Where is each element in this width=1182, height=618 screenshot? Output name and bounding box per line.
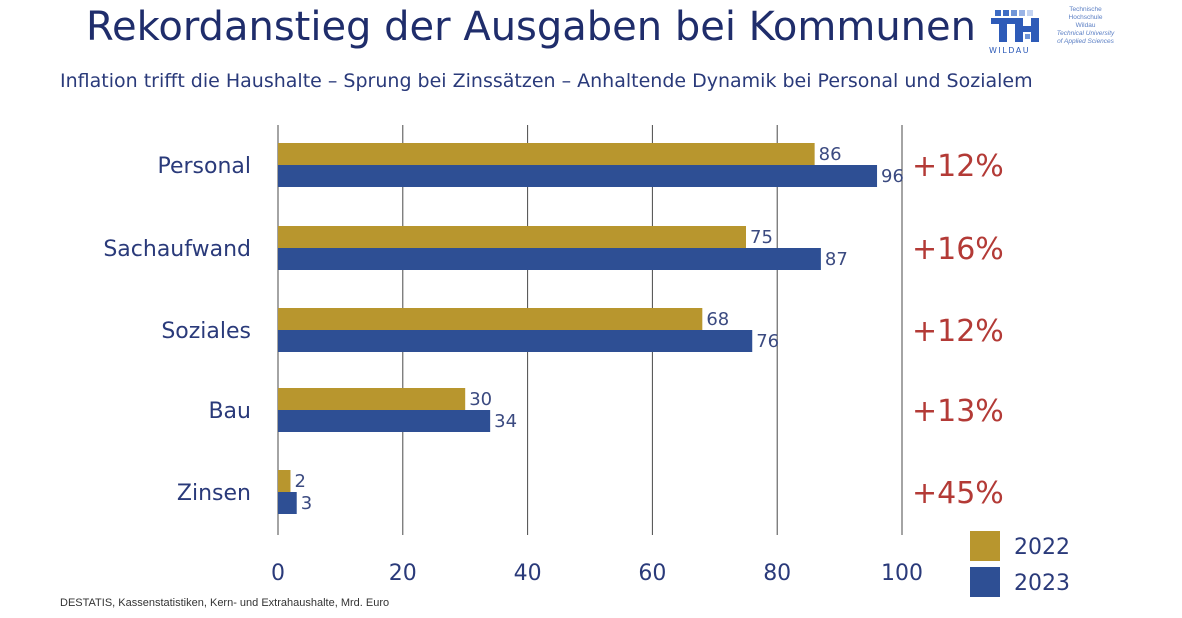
legend-label: 2022 bbox=[1014, 535, 1070, 560]
logo-wordmark: WILDAU bbox=[989, 46, 1030, 54]
change-label: +12% bbox=[912, 149, 1004, 184]
chart-subtitle: Inflation trifft die Haushalte – Sprung … bbox=[60, 70, 1033, 92]
data-label: 2 bbox=[294, 471, 305, 492]
category-label: Soziales bbox=[161, 319, 251, 344]
category-label: Personal bbox=[157, 154, 251, 179]
chart-title: Rekordanstieg der Ausgaben bei Kommunen bbox=[86, 4, 976, 50]
x-tick-label: 20 bbox=[389, 561, 417, 586]
x-tick-label: 0 bbox=[271, 561, 285, 586]
x-tick-label: 40 bbox=[514, 561, 542, 586]
bar-2023 bbox=[278, 165, 878, 187]
data-label: 87 bbox=[825, 249, 848, 270]
logo-line: Hochschule bbox=[1068, 14, 1103, 21]
legend-swatch-2023 bbox=[970, 567, 1000, 597]
bar-2022 bbox=[278, 143, 815, 165]
university-logo: Technische Hochschule Wildau Technical U… bbox=[985, 4, 1125, 56]
data-label: 3 bbox=[301, 493, 312, 514]
change-label: +12% bbox=[912, 314, 1004, 349]
bar-2023 bbox=[278, 248, 821, 270]
bar-2022 bbox=[278, 470, 291, 492]
data-label: 34 bbox=[494, 411, 517, 432]
logo-line: of Applied Sciences bbox=[1057, 38, 1114, 45]
source-note: DESTATIS, Kassenstatistiken, Kern- und E… bbox=[60, 597, 390, 609]
x-tick-label: 80 bbox=[763, 561, 791, 586]
bar-2023 bbox=[278, 330, 753, 352]
bar-2023 bbox=[278, 410, 491, 432]
logo-mark-icon bbox=[991, 10, 1039, 42]
data-label: 96 bbox=[881, 166, 904, 187]
data-label: 75 bbox=[750, 227, 773, 248]
legend-label: 2023 bbox=[1014, 571, 1070, 596]
bar-2022 bbox=[278, 308, 703, 330]
x-tick-label: 60 bbox=[638, 561, 666, 586]
category-label: Zinsen bbox=[177, 481, 251, 506]
data-label: 68 bbox=[706, 309, 729, 330]
data-label: 76 bbox=[756, 331, 779, 352]
bar-2023 bbox=[278, 492, 297, 514]
logo-line: Technische bbox=[1069, 6, 1102, 13]
bar-2022 bbox=[278, 388, 466, 410]
change-label: +45% bbox=[912, 476, 1004, 511]
category-label: Bau bbox=[208, 399, 251, 424]
data-label: 86 bbox=[819, 144, 842, 165]
logo-wordmark-text: WILDAU bbox=[989, 46, 1030, 54]
change-label: +13% bbox=[912, 394, 1004, 429]
change-label: +16% bbox=[912, 232, 1004, 267]
data-label: 30 bbox=[469, 389, 492, 410]
x-tick-label: 100 bbox=[881, 561, 923, 586]
logo-text: Technische Hochschule Wildau Technical U… bbox=[1043, 6, 1128, 46]
category-label: Sachaufwand bbox=[103, 237, 251, 262]
logo-line: Technical University bbox=[1056, 30, 1115, 37]
bar-2022 bbox=[278, 226, 746, 248]
legend-swatch-2022 bbox=[970, 531, 1000, 561]
logo-line: Wildau bbox=[1075, 22, 1096, 29]
